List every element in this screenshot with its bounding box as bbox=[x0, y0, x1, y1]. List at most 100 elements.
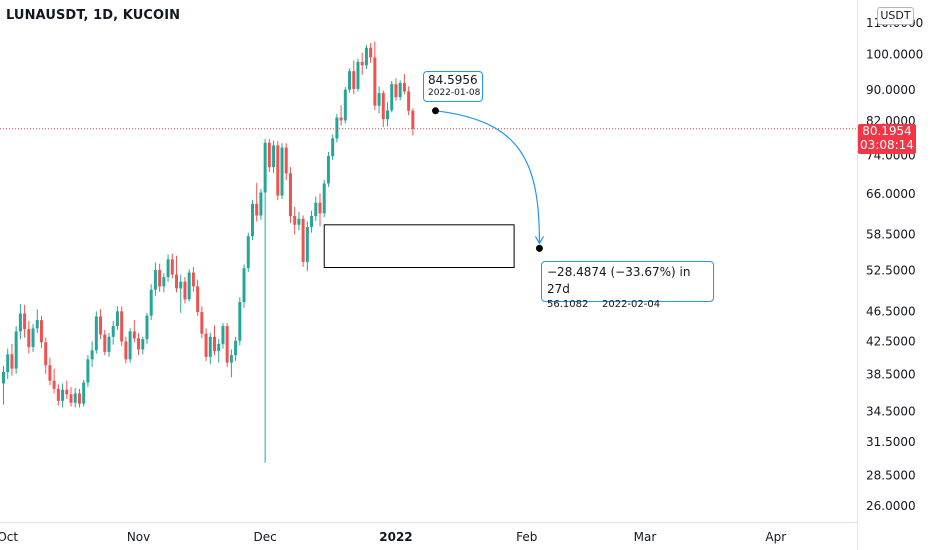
candle-body bbox=[23, 313, 27, 330]
candle-body bbox=[153, 270, 157, 290]
candle-body bbox=[145, 315, 149, 340]
candle-body bbox=[364, 47, 368, 66]
candle-body bbox=[284, 147, 288, 174]
candle-body bbox=[229, 355, 233, 363]
time-tick-label: Dec bbox=[254, 530, 277, 544]
candle-body bbox=[94, 316, 98, 351]
candle-body bbox=[297, 218, 301, 225]
candle-body bbox=[99, 316, 103, 335]
candle-body bbox=[82, 382, 86, 404]
candle-body bbox=[18, 313, 22, 332]
price-tick-label: 66.0000 bbox=[866, 187, 916, 201]
candle-body bbox=[250, 203, 254, 237]
candle-body bbox=[128, 331, 132, 360]
price-tick-label: 26.0000 bbox=[866, 499, 916, 513]
candle-body bbox=[272, 145, 276, 168]
candle-body bbox=[280, 147, 284, 196]
projection-end-callout[interactable]: −28.4874 (−33.67%) in 27d 56.1082 2022-02… bbox=[541, 261, 714, 310]
candle-body bbox=[179, 281, 183, 289]
candle-body bbox=[343, 89, 347, 121]
candle-body bbox=[305, 227, 309, 262]
candle-body bbox=[360, 61, 364, 66]
last-price-badge: 80.1954 03:08:14 bbox=[858, 124, 916, 154]
candle-body bbox=[331, 138, 335, 157]
time-tick-label: Apr bbox=[765, 530, 786, 544]
candle-body bbox=[381, 93, 385, 120]
candle-body bbox=[246, 236, 250, 269]
price-tick-label: 52.5000 bbox=[866, 264, 916, 278]
end-price: 56.1082 bbox=[547, 299, 589, 310]
candle-body bbox=[183, 281, 187, 300]
candle-body bbox=[14, 331, 18, 369]
last-price-value: 80.1954 bbox=[862, 124, 912, 138]
symbol-title[interactable]: LUNAUSDT, 1D, KUCOIN bbox=[6, 8, 181, 23]
candles-layer bbox=[2, 41, 415, 463]
candle-body bbox=[170, 259, 174, 275]
candle-body bbox=[390, 84, 394, 111]
price-tick-label: 58.5000 bbox=[866, 227, 916, 241]
candle-body bbox=[335, 117, 339, 139]
candle-body bbox=[10, 354, 14, 369]
candle-body bbox=[411, 110, 415, 129]
candle-body bbox=[238, 302, 242, 341]
time-tick-label: Oct bbox=[0, 530, 18, 544]
candle-body bbox=[276, 145, 280, 196]
candle-body bbox=[255, 203, 259, 216]
price-tick-label: 28.5000 bbox=[866, 468, 916, 482]
candle-body bbox=[90, 350, 94, 360]
price-tick-label: 42.5000 bbox=[866, 334, 916, 348]
candle-body bbox=[6, 354, 10, 373]
candle-body bbox=[402, 83, 406, 92]
projection-start-callout[interactable]: 84.5956 2022-01-08 bbox=[423, 71, 483, 102]
candle-body bbox=[356, 61, 360, 89]
candle-body bbox=[394, 84, 398, 98]
candle-body bbox=[208, 336, 212, 357]
candle-body bbox=[204, 333, 208, 357]
candle-body bbox=[44, 342, 48, 366]
candle-body bbox=[288, 173, 292, 217]
forecast-arrowhead bbox=[534, 236, 544, 245]
candle-body bbox=[310, 216, 314, 228]
candle-body bbox=[234, 340, 238, 356]
start-date: 2022-01-08 bbox=[428, 88, 481, 98]
candle-body bbox=[52, 380, 56, 389]
candle-body bbox=[61, 389, 65, 401]
candle-body bbox=[35, 320, 39, 329]
candle-body bbox=[259, 192, 263, 216]
candle-body bbox=[293, 216, 297, 225]
candle-body bbox=[377, 93, 381, 106]
candle-body bbox=[149, 289, 153, 316]
candle-body bbox=[369, 47, 373, 58]
start-price: 84.5956 bbox=[428, 73, 478, 87]
candle-body bbox=[111, 326, 115, 337]
candle-body bbox=[77, 393, 81, 404]
candle-body bbox=[175, 274, 179, 289]
candle-body bbox=[339, 117, 343, 121]
candle-body bbox=[267, 142, 271, 168]
price-tick-label: 34.5000 bbox=[866, 404, 916, 418]
candle-body bbox=[162, 277, 166, 287]
candle-body bbox=[103, 334, 107, 352]
candle-body bbox=[322, 183, 326, 214]
candle-body bbox=[196, 286, 200, 313]
forecast-arrow bbox=[435, 110, 541, 243]
candle-body bbox=[200, 312, 204, 334]
currency-button[interactable]: USDT bbox=[877, 7, 914, 25]
candle-body bbox=[166, 259, 170, 278]
time-tick-label: Nov bbox=[127, 530, 150, 544]
candle-body bbox=[242, 268, 246, 303]
time-tick-label: 2022 bbox=[379, 530, 412, 544]
candle-body bbox=[39, 320, 43, 343]
candle-body bbox=[221, 326, 225, 344]
bar-countdown: 03:08:14 bbox=[860, 138, 914, 152]
candle-body bbox=[141, 339, 145, 350]
candle-body bbox=[187, 272, 191, 300]
time-tick-label: Mar bbox=[634, 530, 657, 544]
candle-body bbox=[314, 202, 318, 217]
candle-body bbox=[56, 388, 60, 401]
forecast-start-point bbox=[432, 107, 439, 115]
candle-body bbox=[27, 329, 31, 348]
candle-body bbox=[65, 389, 69, 395]
